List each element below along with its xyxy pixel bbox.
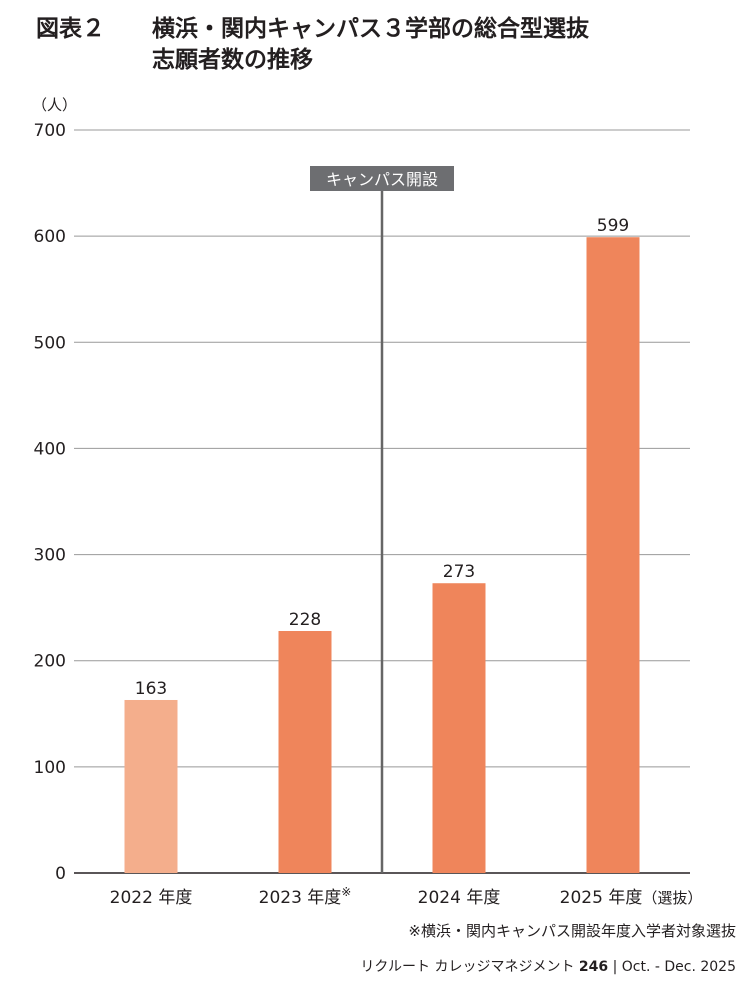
- y-tick-label: 100: [34, 758, 66, 778]
- x-tick-label: 2024 年度: [418, 888, 501, 908]
- y-tick-label: 700: [34, 121, 66, 141]
- campus-opening-label: キャンパス開設: [326, 170, 438, 189]
- x-tick-label: 2023 年度※: [259, 885, 352, 908]
- bar: [432, 583, 486, 873]
- y-tick-label: 200: [34, 652, 66, 672]
- bar: [124, 699, 178, 873]
- x-tick-label: 2022 年度: [110, 888, 193, 908]
- x-tick-label: 2025 年度（選抜）: [560, 888, 703, 908]
- bar: [586, 237, 640, 873]
- issue-number: 246: [578, 959, 609, 975]
- data-label: 163: [135, 679, 167, 699]
- data-label: 599: [597, 216, 629, 236]
- y-axis-unit-label: （人）: [32, 96, 77, 114]
- x-tick-text: 2022 年度: [110, 888, 193, 908]
- y-tick-label: 300: [34, 546, 66, 566]
- x-tick-text: 2023 年度: [259, 888, 342, 908]
- x-tick-text: 2025 年度: [560, 888, 643, 908]
- figure-number: 図表２: [36, 16, 105, 42]
- y-tick-label: 0: [55, 864, 66, 884]
- data-label: 228: [289, 610, 321, 630]
- chart-title: 図表２ 横浜・関内キャンパス３学部の総合型選抜 志願者数の推移: [36, 14, 589, 76]
- source-line: リクルート カレッジマネジメント 246 | Oct. - Dec. 2025: [360, 956, 736, 976]
- x-tick-suffix: （選抜）: [642, 889, 702, 907]
- issue-date: Oct. - Dec. 2025: [621, 959, 736, 975]
- footnote: ※横浜・関内キャンパス開設年度入学者対象選抜: [408, 922, 736, 940]
- y-tick-label: 400: [34, 439, 66, 459]
- separator: |: [612, 959, 622, 975]
- y-tick-label: 500: [34, 333, 66, 353]
- x-tick-text: 2024 年度: [418, 888, 501, 908]
- title-line-2: 志願者数の推移: [152, 47, 313, 73]
- data-label: 273: [443, 562, 475, 582]
- y-tick-label: 600: [34, 227, 66, 247]
- publication-name: リクルート カレッジマネジメント: [360, 959, 575, 975]
- bar: [278, 630, 332, 873]
- x-tick-suffix: ※: [341, 885, 351, 899]
- campus-opening-label-bg: [310, 166, 454, 191]
- title-line-1: 横浜・関内キャンパス３学部の総合型選抜: [152, 16, 589, 42]
